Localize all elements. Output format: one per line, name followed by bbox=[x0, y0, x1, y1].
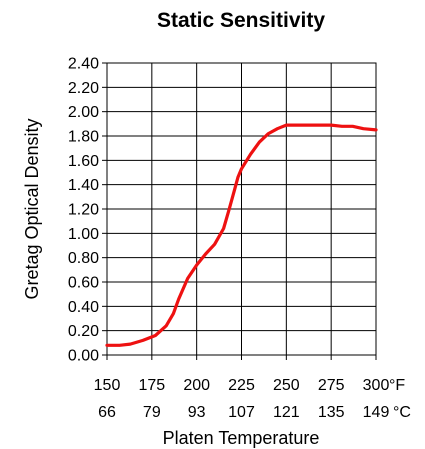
grid-lines bbox=[106, 62, 377, 356]
density-curve bbox=[105, 123, 378, 347]
y-axis-ticks: 0.00 0.20 0.40 0.60 0.80 1.00 1.20 1.40 1.60 1.80… bbox=[68, 56, 107, 365]
y-tick-label: 0.60 bbox=[68, 275, 99, 292]
x-tick-label-f: 225 bbox=[228, 377, 255, 394]
x-tick-label-c: 93 bbox=[188, 404, 206, 421]
x-tick-label-f: 150 bbox=[94, 377, 121, 394]
y-tick-label: 1.60 bbox=[68, 153, 99, 170]
y-tick-label: 0.40 bbox=[68, 299, 99, 316]
y-tick-label: 2.00 bbox=[68, 104, 99, 121]
x-unit-celsius: °C bbox=[393, 404, 411, 421]
x-tick-label-c: 107 bbox=[228, 404, 255, 421]
x-tick-label-f: 175 bbox=[138, 377, 165, 394]
x-tick-label-f: 275 bbox=[318, 377, 345, 394]
x-tick-label-f: 300 bbox=[363, 377, 390, 394]
y-tick-label: 2.20 bbox=[68, 80, 99, 97]
x-tick-label-c: 66 bbox=[98, 404, 116, 421]
y-tick-label: 1.20 bbox=[68, 202, 99, 219]
x-tick-label-f: 200 bbox=[183, 377, 210, 394]
x-tick-label-c: 121 bbox=[273, 404, 300, 421]
y-tick-label: 0.20 bbox=[68, 323, 99, 340]
x-unit-fahrenheit: °F bbox=[389, 377, 405, 394]
y-tick-label: 0.80 bbox=[68, 250, 99, 267]
y-tick-label: 0.00 bbox=[68, 348, 99, 365]
y-tick-label: 1.80 bbox=[68, 129, 99, 146]
chart-title: Static Sensitivity bbox=[157, 9, 325, 32]
y-tick-label: 1.00 bbox=[68, 226, 99, 243]
x-tick-label-c: 135 bbox=[318, 404, 345, 421]
y-tick-label: 1.40 bbox=[68, 177, 99, 194]
x-axis-label: Platen Temperature bbox=[163, 428, 320, 448]
y-axis-label: Gretag Optical Density bbox=[22, 118, 42, 299]
x-tick-label-c: 79 bbox=[143, 404, 161, 421]
y-tick-label: 2.40 bbox=[68, 56, 99, 73]
x-axis-ticks: 150 66 175 79 200 93 225 107 250 121 275 135 300 149 bbox=[94, 355, 390, 421]
x-tick-label-c: 149 bbox=[363, 404, 390, 421]
x-tick-label-f: 250 bbox=[273, 377, 300, 394]
